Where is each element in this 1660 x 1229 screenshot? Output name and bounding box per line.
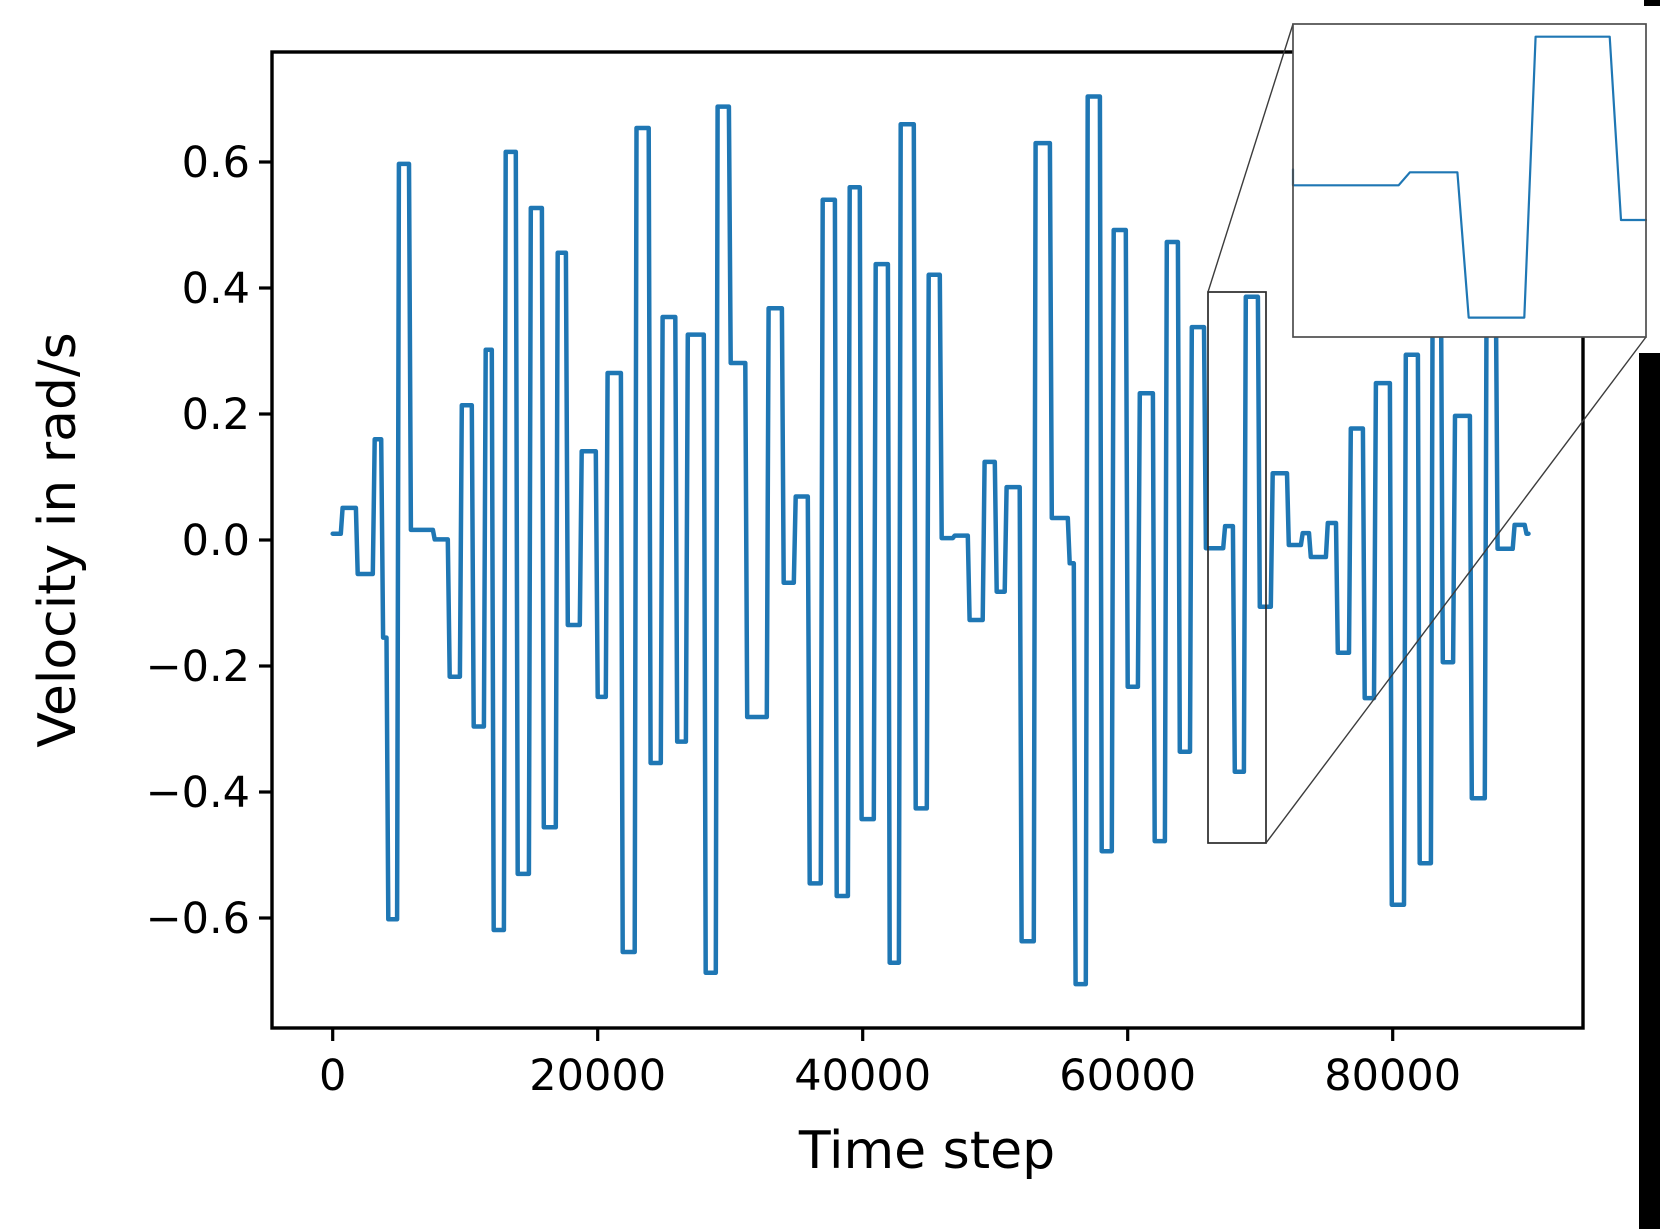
x-tick-label: 0 — [319, 1051, 346, 1101]
screenshot-crop-bar-right — [1639, 353, 1660, 1229]
inset-background — [1293, 24, 1646, 337]
x-tick-label: 40000 — [794, 1051, 931, 1101]
inset-connector-line-lower — [1265, 336, 1647, 844]
inset-velocity-line — [1291, 35, 1648, 319]
y-tick-label: 0.2 — [182, 390, 250, 440]
main-axes-frame — [270, 50, 1585, 1030]
y-tick-label: −0.6 — [146, 894, 250, 944]
y-axis-ticks: 0.6 0.4 0.2 0.0 −0.2 −0.4 −0.6 — [146, 138, 272, 944]
x-tick-label: 20000 — [529, 1051, 666, 1101]
y-tick-label: 0.6 — [182, 138, 250, 188]
velocity-line — [330, 94, 1531, 987]
inset-frame — [1292, 23, 1647, 338]
x-axis-label: Time step — [798, 1121, 1055, 1181]
y-tick-label: 0.4 — [182, 264, 250, 314]
y-axis-label: Velocity in rad/s — [28, 332, 88, 747]
screenshot-crop-fragment-topright — [1644, 0, 1660, 6]
y-tick-label: 0.0 — [182, 516, 250, 566]
zoom-indicator-rect — [1207, 291, 1267, 844]
inset-axes — [1291, 23, 1648, 338]
y-tick-label: −0.4 — [146, 768, 250, 818]
x-axis-ticks: 0 20000 40000 60000 80000 — [319, 1028, 1461, 1101]
y-tick-label: −0.2 — [146, 642, 250, 692]
inset-connector-line-upper — [1207, 23, 1294, 293]
x-tick-label: 80000 — [1324, 1051, 1461, 1101]
x-tick-label: 60000 — [1059, 1051, 1196, 1101]
